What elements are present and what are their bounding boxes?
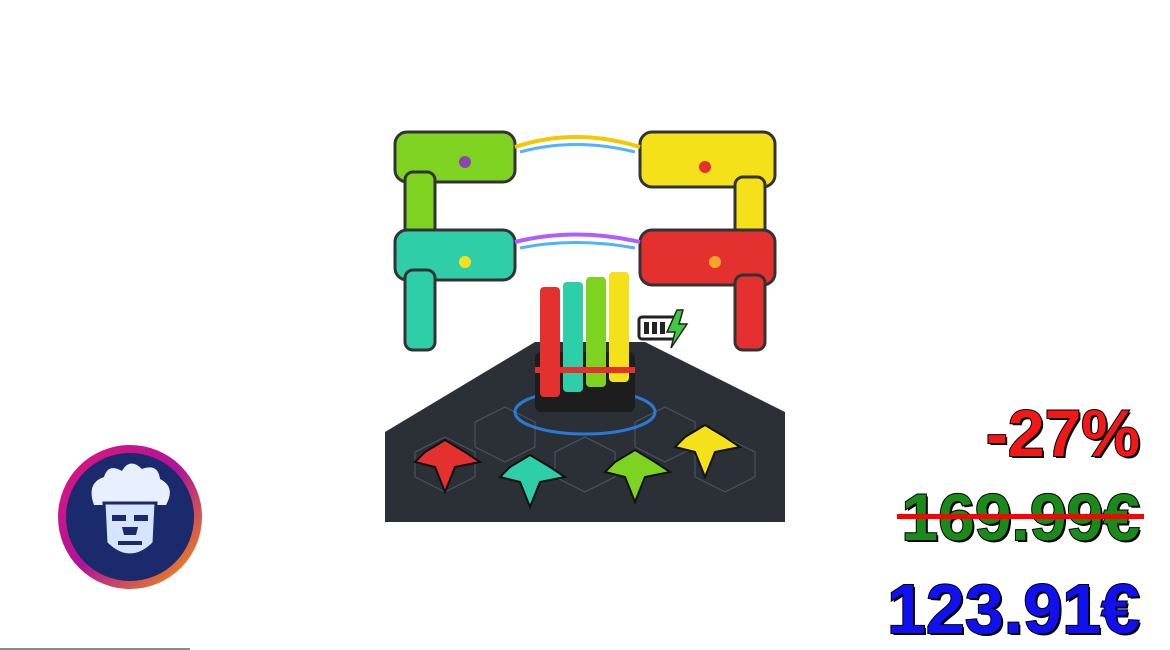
sensor-target-green: [603, 448, 673, 505]
battery-charging-icon: [637, 309, 689, 349]
green-blaster: [393, 130, 517, 244]
old-price: 169.99€: [897, 480, 1144, 554]
teal-blaster: [393, 228, 517, 352]
sensor-target-teal: [498, 453, 568, 510]
discount-badge: -27%: [985, 396, 1141, 470]
sensor-target-yellow: [673, 423, 743, 480]
new-price: 123.91€: [886, 570, 1141, 648]
red-blaster: [638, 228, 777, 352]
product-image[interactable]: [385, 122, 785, 522]
brand-logo[interactable]: [56, 443, 204, 591]
laser-tag-set-image: [385, 130, 785, 522]
mascot-face-logo-icon: [58, 445, 202, 589]
charging-dock: [535, 272, 635, 412]
sensor-target-red: [413, 438, 483, 495]
divider: [0, 648, 190, 650]
